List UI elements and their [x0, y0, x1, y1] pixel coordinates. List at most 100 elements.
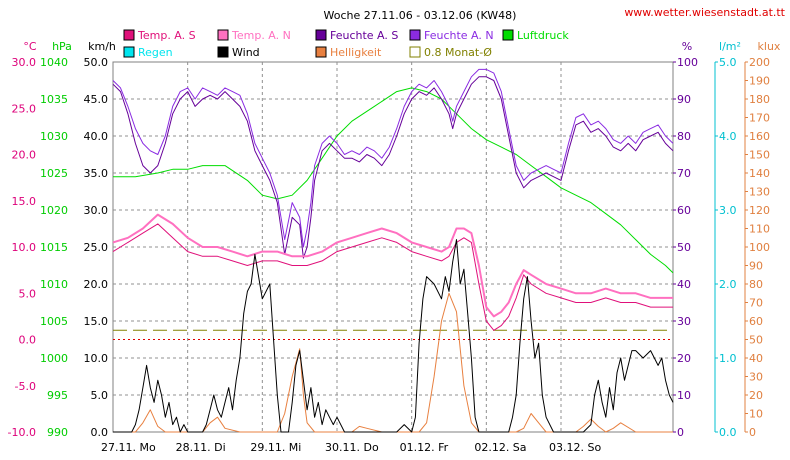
series-line-helligkeit: [113, 292, 673, 433]
tick-label-rain: 3.0: [719, 204, 737, 217]
grid-layer: [113, 62, 673, 432]
legend-label: 0.8 Monat-Ø: [424, 46, 492, 59]
tick-label-wind: 30.0: [84, 204, 109, 217]
tick-label-temp: 15.0: [12, 195, 37, 208]
tick-label-wind: 40.0: [84, 130, 109, 143]
legend-label: Helligkeit: [330, 46, 382, 59]
tick-label-hum: 0: [677, 426, 684, 439]
series-line-wind: [113, 239, 674, 433]
tick-label-wind: 50.0: [84, 56, 109, 69]
tick-label-wind: 45.0: [84, 93, 109, 106]
legend-swatch: [315, 46, 327, 58]
tick-label-temp: -5.0: [15, 380, 36, 393]
axis-unit-hum: %: [682, 40, 692, 53]
tick-label-pres: 1020: [40, 204, 68, 217]
site-url[interactable]: www.wetter.wiesenstadt.at.tt: [624, 6, 785, 19]
tick-label-pres: 995: [47, 389, 68, 402]
tick-label-temp: 30.0: [12, 56, 37, 69]
tick-label-lux: 120: [749, 204, 770, 217]
axis-unit-temp: °C: [23, 40, 37, 53]
tick-label-lux: 200: [749, 56, 770, 69]
tick-label-hum: 100: [677, 56, 698, 69]
tick-label-temp: 10.0: [12, 241, 37, 254]
day-label: 27.11. Mo: [101, 441, 156, 454]
tick-label-lux: 110: [749, 223, 770, 236]
tick-label-rain: 5.0: [719, 56, 737, 69]
tick-label-lux: 10: [749, 408, 763, 421]
legend-swatch: [315, 29, 327, 41]
legend-label: Feuchte A. N: [424, 29, 494, 42]
tick-label-temp: 20.0: [12, 149, 37, 162]
legend-label: Luftdruck: [517, 29, 569, 42]
tick-label-lux: 160: [749, 130, 770, 143]
tick-label-wind: 15.0: [84, 315, 109, 328]
tick-label-pres: 1015: [40, 241, 68, 254]
tick-label-rain: 2.0: [719, 278, 737, 291]
tick-label-hum: 10: [677, 389, 691, 402]
tick-label-wind: 20.0: [84, 278, 109, 291]
tick-label-pres: 1025: [40, 167, 68, 180]
tick-label-lux: 100: [749, 241, 770, 254]
legend-label: Regen: [138, 46, 173, 59]
series-layer: [112, 68, 674, 433]
tick-label-wind: 10.0: [84, 352, 109, 365]
tick-label-hum: 60: [677, 204, 691, 217]
legend-swatch: [502, 29, 514, 41]
tick-label-pres: 1030: [40, 130, 68, 143]
reference-lines: [113, 329, 673, 340]
axis-unit-rain: l/m²: [719, 40, 741, 53]
legend-swatch: [217, 46, 229, 58]
axis-unit-pres: hPa: [52, 40, 72, 53]
tick-label-pres: 1005: [40, 315, 68, 328]
legend-swatch: [123, 29, 135, 41]
tick-label-hum: 80: [677, 130, 691, 143]
chart-title: Woche 27.11.06 - 03.12.06 (KW48): [324, 9, 517, 22]
tick-label-hum: 20: [677, 352, 691, 365]
legend-swatch: [409, 29, 421, 41]
axis-unit-lux: klux: [758, 40, 781, 53]
tick-label-hum: 30: [677, 315, 691, 328]
day-label: 01.12. Fr: [400, 441, 449, 454]
tick-label-lux: 90: [749, 260, 763, 273]
axes-layer: °C -10.0 -5.0 0.0 5.0 10.0 15.0 20.0 25.0 30.0 hPa…: [8, 40, 781, 454]
series-line-feuchte-a-n: [112, 68, 674, 248]
tick-label-hum: 70: [677, 167, 691, 180]
tick-label-hum: 90: [677, 93, 691, 106]
tick-label-pres: 1000: [40, 352, 68, 365]
tick-label-lux: 130: [749, 186, 770, 199]
axis-unit-wind: km/h: [88, 40, 116, 53]
tick-label-lux: 20: [749, 389, 763, 402]
legend-label: Feuchte A. S: [330, 29, 398, 42]
legend-label: Temp. A. N: [231, 29, 291, 42]
series-line-feuchte-a-s: [112, 76, 674, 259]
tick-label-lux: 70: [749, 297, 763, 310]
tick-label-hum: 40: [677, 278, 691, 291]
day-label: 03.12. So: [549, 441, 601, 454]
tick-label-lux: 30: [749, 371, 763, 384]
tick-label-lux: 180: [749, 93, 770, 106]
tick-label-pres: 1040: [40, 56, 68, 69]
tick-label-lux: 60: [749, 315, 763, 328]
tick-label-temp: 5.0: [19, 287, 37, 300]
tick-label-wind: 0.0: [91, 426, 109, 439]
tick-label-temp: 0.0: [19, 334, 37, 347]
tick-label-wind: 5.0: [91, 389, 109, 402]
legend-label: Temp. A. S: [137, 29, 196, 42]
tick-label-rain: 0.0: [719, 426, 737, 439]
tick-label-lux: 140: [749, 167, 770, 180]
tick-label-hum: 50: [677, 241, 691, 254]
legend-swatch: [409, 46, 421, 58]
tick-label-pres: 1035: [40, 93, 68, 106]
tick-label-temp: -10.0: [8, 426, 36, 439]
tick-label-lux: 40: [749, 352, 763, 365]
day-label: 30.11. Do: [325, 441, 379, 454]
tick-label-lux: 190: [749, 75, 770, 88]
tick-label-pres: 990: [47, 426, 68, 439]
tick-label-lux: 50: [749, 334, 763, 347]
tick-label-lux: 150: [749, 149, 770, 162]
day-label: 02.12. Sa: [474, 441, 526, 454]
tick-label-lux: 170: [749, 112, 770, 125]
tick-label-lux: 80: [749, 278, 763, 291]
tick-label-temp: 25.0: [12, 102, 37, 115]
legend-label: Wind: [232, 46, 260, 59]
